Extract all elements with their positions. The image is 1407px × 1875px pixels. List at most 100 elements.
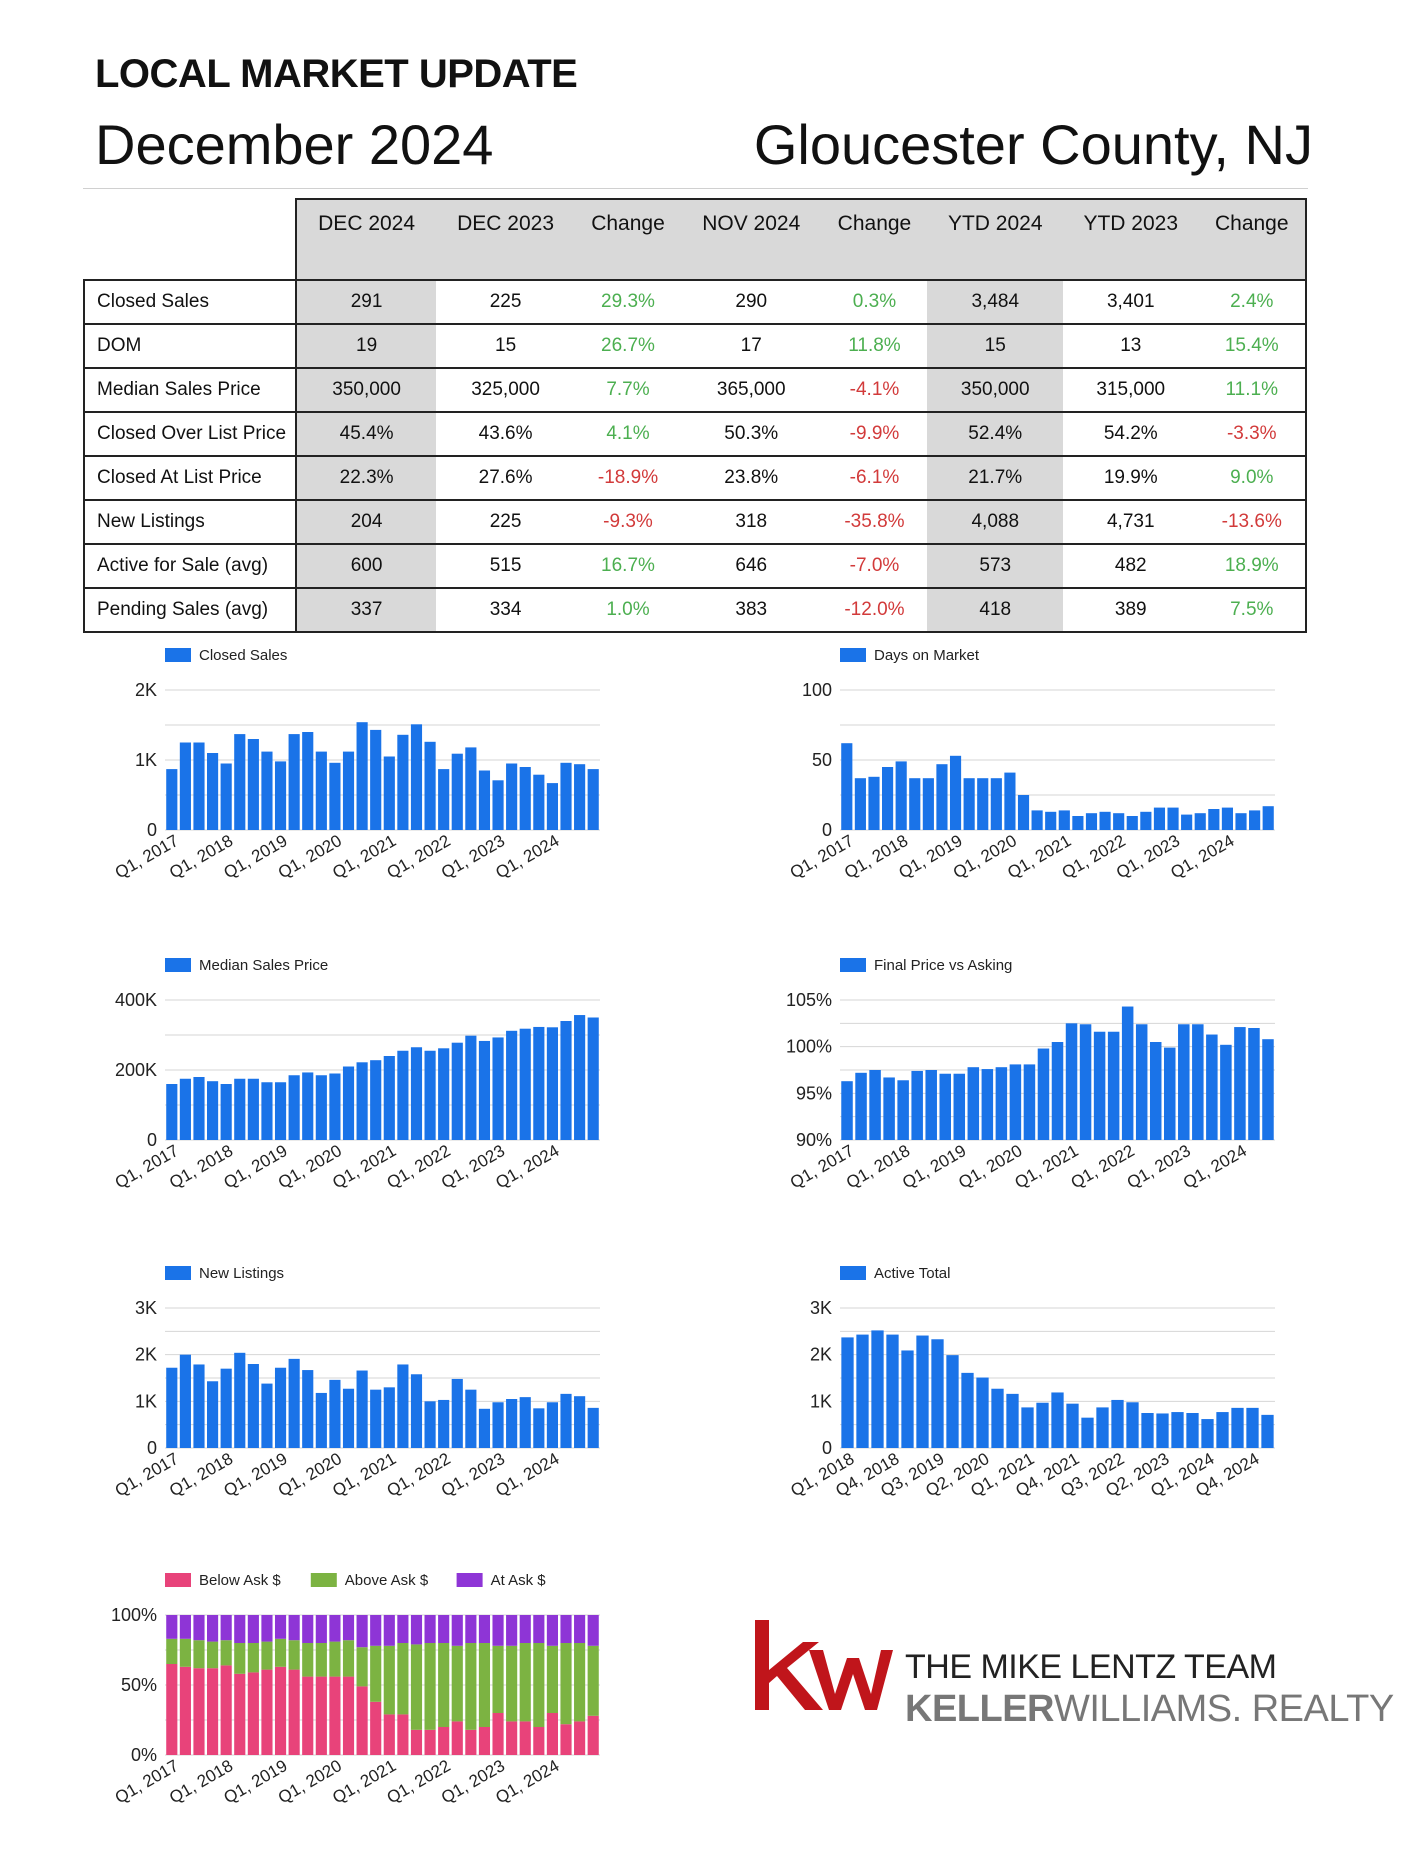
bar-below-ask: [370, 1701, 382, 1755]
bar-at-ask: [220, 1615, 232, 1641]
value-cell: 27.6%: [436, 455, 575, 501]
bar-below-ask: [302, 1676, 314, 1755]
bar-at-ask: [288, 1615, 300, 1641]
bar: [1126, 816, 1138, 830]
bar: [868, 776, 880, 830]
y-tick-label: 0: [147, 1438, 157, 1458]
bar: [560, 762, 572, 830]
bar: [1111, 1399, 1124, 1448]
bar-at-ask: [356, 1615, 368, 1648]
bar-at-ask: [179, 1615, 191, 1639]
bar: [1045, 811, 1057, 830]
bar: [438, 1048, 450, 1140]
bar: [1023, 1064, 1036, 1140]
bar-below-ask: [506, 1721, 518, 1755]
bar: [315, 1392, 327, 1448]
bar-below-ask: [207, 1668, 219, 1755]
value-cell: 600: [296, 543, 437, 589]
bar: [560, 1393, 572, 1448]
bar: [1065, 1023, 1078, 1140]
bar-above-ask: [356, 1647, 368, 1687]
bar: [179, 1354, 191, 1448]
bar-below-ask: [329, 1676, 341, 1755]
bar: [410, 724, 423, 830]
bar: [977, 778, 989, 830]
table-header-row: DEC 2024 DEC 2023 Change NOV 2024 Change…: [84, 198, 1308, 280]
bar: [492, 1037, 504, 1140]
change-cell: 4.1%: [574, 411, 682, 457]
bar-above-ask: [302, 1643, 314, 1677]
bar: [1141, 1413, 1154, 1448]
value-cell: 291: [296, 279, 437, 325]
bar: [1262, 806, 1274, 830]
bar: [1031, 810, 1043, 830]
bar-above-ask: [207, 1641, 219, 1669]
bar: [397, 1364, 409, 1448]
bar: [519, 1397, 531, 1448]
bar: [329, 1379, 341, 1448]
change-cell: 15.4%: [1198, 323, 1308, 369]
bar: [574, 1015, 586, 1140]
bar: [519, 1028, 531, 1140]
change-cell: -18.9%: [574, 455, 682, 501]
value-cell: 15: [927, 323, 1063, 369]
bar: [492, 780, 504, 830]
bar-above-ask: [179, 1638, 191, 1667]
bar-below-ask: [247, 1672, 259, 1755]
y-tick-label: 0: [822, 820, 832, 840]
bar: [855, 1072, 867, 1140]
bar-above-ask: [193, 1640, 205, 1669]
bar: [193, 1077, 205, 1140]
x-tick-label: Q1, 2018: [843, 1141, 913, 1192]
x-tick-label: Q1, 2021: [1011, 1141, 1081, 1192]
y-tick-label: 100%: [786, 1037, 832, 1057]
bar: [261, 1082, 273, 1140]
change-cell: 11.1%: [1198, 367, 1308, 413]
change-cell: 1.0%: [574, 587, 682, 633]
y-tick-label: 0: [147, 820, 157, 840]
table-row: Active for Sale (avg) 600 515 16.7% 646 -7.0%…: [83, 543, 1308, 589]
value-cell: 290: [681, 279, 822, 325]
bar: [587, 769, 599, 830]
bar-at-ask: [410, 1615, 423, 1645]
bar-at-ask: [370, 1615, 382, 1646]
value-cell: 365,000: [681, 367, 822, 413]
bar-below-ask: [478, 1727, 491, 1755]
change-cell: -7.0%: [821, 543, 928, 589]
change-cell: 7.5%: [1198, 587, 1308, 633]
bar: [1140, 811, 1152, 830]
header-divider: [83, 188, 1308, 189]
change-cell: -9.9%: [821, 411, 928, 457]
bar: [1186, 1413, 1199, 1448]
bar: [397, 734, 409, 830]
bar-below-ask: [193, 1668, 205, 1755]
value-cell: 22.3%: [296, 455, 437, 501]
bar: [274, 761, 287, 830]
y-tick-label: 100: [802, 680, 832, 700]
bar: [976, 1377, 989, 1448]
bar: [1216, 1412, 1229, 1448]
report-location: Gloucester County, NJ: [753, 113, 1313, 176]
bar-above-ask: [410, 1644, 423, 1730]
change-cell: -6.1%: [821, 455, 928, 501]
value-cell: 52.4%: [927, 411, 1063, 457]
brand-bold: KELLER: [905, 1688, 1055, 1730]
bar: [1171, 1412, 1184, 1448]
value-cell: 23.8%: [681, 455, 822, 501]
bar: [478, 770, 491, 830]
bar-below-ask: [560, 1724, 572, 1755]
bar: [546, 1402, 558, 1448]
y-tick-label: 2K: [135, 1345, 157, 1365]
bar: [1017, 795, 1030, 830]
bar-above-ask: [329, 1641, 341, 1677]
bar-above-ask: [370, 1645, 382, 1702]
x-tick-label: Q1, 2024: [1180, 1141, 1250, 1192]
bar-below-ask: [587, 1715, 599, 1755]
y-tick-label: 0: [822, 1438, 832, 1458]
row-label: Median Sales Price: [83, 367, 297, 413]
y-tick-label: 105%: [786, 990, 832, 1010]
bar-at-ask: [261, 1615, 273, 1642]
bar: [329, 1073, 341, 1140]
bar: [247, 1364, 259, 1448]
